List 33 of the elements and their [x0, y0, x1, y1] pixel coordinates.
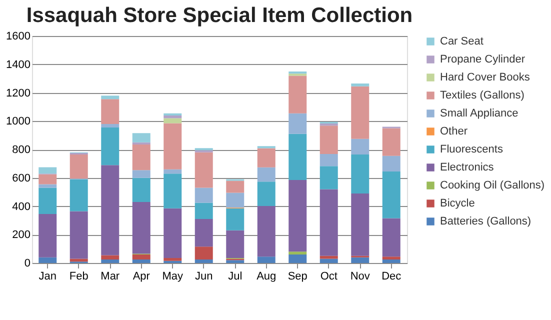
x-tick-label: Jul: [228, 270, 242, 282]
x-tick-label: Jun: [195, 270, 213, 282]
legend-label: Electronics: [440, 162, 494, 174]
x-tick-label: Apr: [132, 270, 150, 282]
legend-label: Bicycle: [440, 198, 475, 210]
legend-label: Propane Cylinder: [440, 54, 526, 66]
legend-label: Batteries (Gallons): [440, 216, 532, 228]
y-tick-label: 400: [12, 200, 30, 213]
y-tick-label: 1200: [6, 87, 30, 100]
x-tick-label: Oct: [320, 270, 338, 282]
x-tick-label: Jan: [38, 270, 56, 282]
x-tick-label: Feb: [69, 270, 88, 282]
legend-label: Hard Cover Books: [440, 72, 530, 84]
y-tick-label: 800: [12, 144, 30, 156]
x-tick-label: Aug: [256, 270, 276, 282]
chart-title: Issaquah Store Special Item Collection: [26, 4, 413, 27]
x-tick-label: Mar: [100, 270, 120, 282]
x-tick-label: Sep: [288, 270, 308, 282]
x-tick-label: Nov: [350, 270, 370, 282]
y-tick-label: 0: [24, 258, 30, 270]
legend-label: Fluorescents: [440, 144, 504, 156]
y-tick-label: 1600: [6, 30, 30, 42]
legend-label: Textiles (Gallons): [440, 90, 524, 102]
y-tick-label: 1400: [6, 58, 30, 71]
y-tick-label: 1000: [6, 116, 30, 128]
y-tick-label: 200: [12, 229, 30, 242]
legend-label: Other: [440, 126, 468, 138]
y-tick-label: 600: [12, 172, 30, 184]
legend-label: Car Seat: [440, 36, 484, 48]
x-tick-label: May: [162, 270, 184, 282]
legend-label: Cooking Oil (Gallons): [440, 180, 545, 192]
legend-label: Small Appliance: [440, 108, 518, 120]
x-tick-label: Dec: [382, 270, 402, 282]
